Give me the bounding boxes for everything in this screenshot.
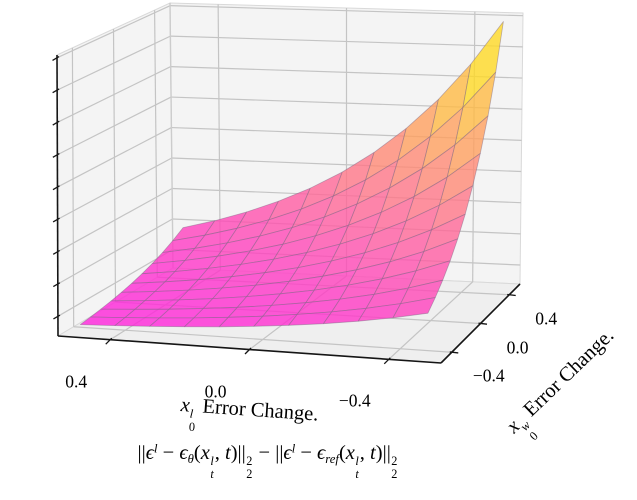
box-corner-edge [169,2,174,269]
grid-line [57,96,172,156]
grid-line [153,10,158,278]
tick-mark [52,185,60,191]
tick-mark [52,56,60,61]
grid-line [56,66,171,123]
grid-line [57,157,173,220]
tick-mark [52,249,61,255]
tick-mark [52,88,60,94]
tick-mark [244,347,252,355]
y-tick-label: 0.0 [506,337,529,357]
z-axis-line [56,54,59,337]
tick-mark [52,120,60,126]
grid-line [170,5,523,17]
x-tick-label: 0.4 [65,371,88,392]
surface-facet [392,297,436,319]
tick-mark [52,217,60,223]
tick-mark [52,282,61,288]
grid-line [56,35,171,91]
grid-line [57,248,174,317]
x-tick-label: −0.4 [338,390,371,411]
y-tick-label: −0.4 [472,365,505,386]
grid-line [57,218,173,285]
grid-line [56,5,171,59]
tick-mark [52,152,60,158]
y-tick-label: 0.4 [535,308,558,329]
grid-line [112,28,117,303]
tick-mark [53,314,61,320]
tick-mark [383,357,391,365]
x-tick-label: 0.0 [204,381,227,401]
grid-line [57,187,173,253]
grid-line [57,127,172,188]
tick-mark [478,322,488,325]
grid-line [170,35,523,48]
grid-line [73,326,452,353]
grid-line [71,47,75,327]
tick-mark [449,351,459,354]
tick-mark [105,337,113,345]
caption: ||ϵl − ϵθ(x l t, t)|| 2 2 − ||ϵl − ϵref(x l t,… [137,441,398,481]
tick-mark [507,293,516,297]
